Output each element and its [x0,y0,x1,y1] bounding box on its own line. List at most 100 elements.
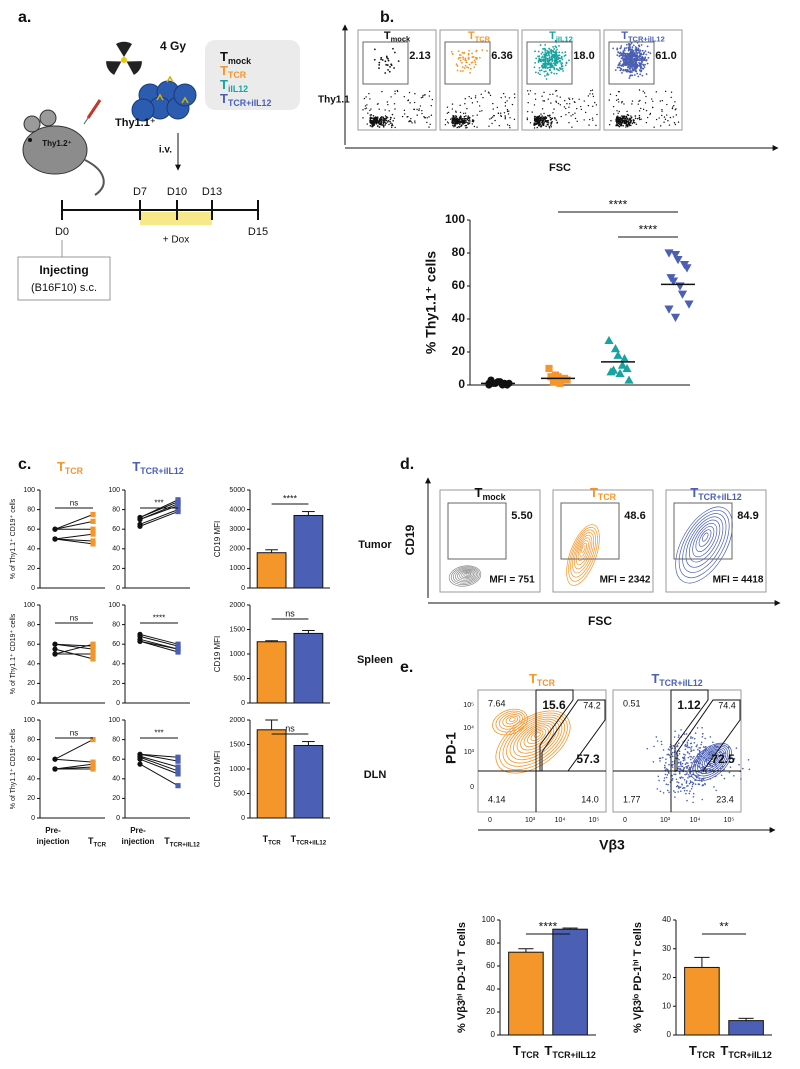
flow-dot [465,127,467,129]
flow-dot [626,61,629,63]
flow-dot [463,51,466,54]
flow-dot [459,104,461,107]
flow-dot [453,126,455,128]
flow-dot [371,117,374,119]
flow-dot [674,730,676,732]
flow-dot [665,783,668,785]
receptor [181,96,189,104]
flow-title-sub: mock [391,34,411,43]
flow-dot [451,103,454,105]
flow-dot [546,57,549,60]
pair-line [54,643,94,655]
flow-dot [569,103,571,105]
legend-entry-main: T [220,91,228,106]
pre-point [52,766,58,772]
contour [457,569,476,581]
flow-dot [649,52,652,55]
y-tick-label: 0 [116,815,120,822]
flow-dot [484,90,486,92]
contour [530,730,544,741]
flow-dot [508,97,511,99]
flow-dot [404,113,406,115]
flow-dot [686,789,688,792]
flow-dot [673,105,675,107]
flow-dot [645,109,648,112]
flow-dot [511,103,514,106]
flow-title-main: T [468,30,475,42]
flow-dot [380,117,382,120]
flow-dot [552,93,554,95]
flow-dot [504,96,507,98]
flow-dot [637,75,640,78]
flow-dot [390,122,392,125]
significance: **** [609,198,628,212]
y-tick-label: 10⁴ [463,725,474,732]
flow-dot [534,71,537,74]
flow-dot [455,116,457,119]
flow-dot [471,123,474,125]
x-label-sub: TCR [268,839,281,846]
flow-dot [619,60,622,63]
post-point [175,646,181,652]
contour [461,571,473,579]
flow-dot [548,56,551,59]
flow-title-main: T [529,671,537,686]
flow-dot [552,55,555,57]
flow-dot [474,63,477,66]
quadrant-value: 74.4 [718,700,736,710]
flow-dot [627,46,630,49]
flow-dot [692,792,695,795]
y-tick-label: 100 [482,915,496,924]
axis-label: CD19 [403,524,417,555]
flow-dot [639,63,641,66]
flow-dot [544,43,547,46]
flow-dot [638,110,641,112]
flow-dot [699,747,702,749]
flow-dot [544,116,547,118]
flow-dot [571,126,573,128]
day-label: D15 [248,226,268,238]
flow-dot [513,93,516,95]
flow-dot [428,126,430,128]
y-axis-label: % Vβ3ˡᵒ PD-1ʰⁱ T cells [632,922,644,1033]
x-label: TTCR+iIL12 [720,1043,771,1060]
flow-dot [544,51,547,53]
flow-dot [555,64,558,67]
flow-dot [504,116,506,118]
flow-dot [362,109,364,111]
flow-dot [533,127,536,129]
flow-dot [380,56,383,59]
pre-point [52,756,58,762]
legend-entry: TiIL12 [220,77,248,94]
flow-dot [565,107,567,110]
flow-dot [645,95,647,98]
y-tick-label: 0 [241,700,245,707]
y-tick-label: 60 [112,526,120,533]
axis-label: Thy1.1 [318,95,350,106]
flow-dot [587,95,590,97]
flow-dot [554,45,557,48]
pair-line [54,739,94,760]
flow-dot [578,98,580,101]
flow-dot [541,95,543,97]
flow-dot [397,60,400,63]
flow-dot [635,123,638,125]
gate-percent: 61.0 [655,50,676,62]
flow-dot [545,78,548,80]
pair-line [54,520,94,530]
row-label: Spleen [357,654,393,666]
flow-dot [620,57,623,60]
flow-dot [474,61,477,64]
flow-dot [683,767,685,770]
flow-dot [562,70,564,72]
flow-dot [396,90,399,93]
flow-dot [625,121,627,123]
flow-dot [661,114,663,117]
flow-dot [403,96,406,98]
flow-dot [456,126,459,129]
flow-dot [679,763,682,765]
flow-dot [391,113,394,116]
flow-dot [372,114,375,117]
post-point [90,531,96,537]
flow-dot [675,757,677,760]
